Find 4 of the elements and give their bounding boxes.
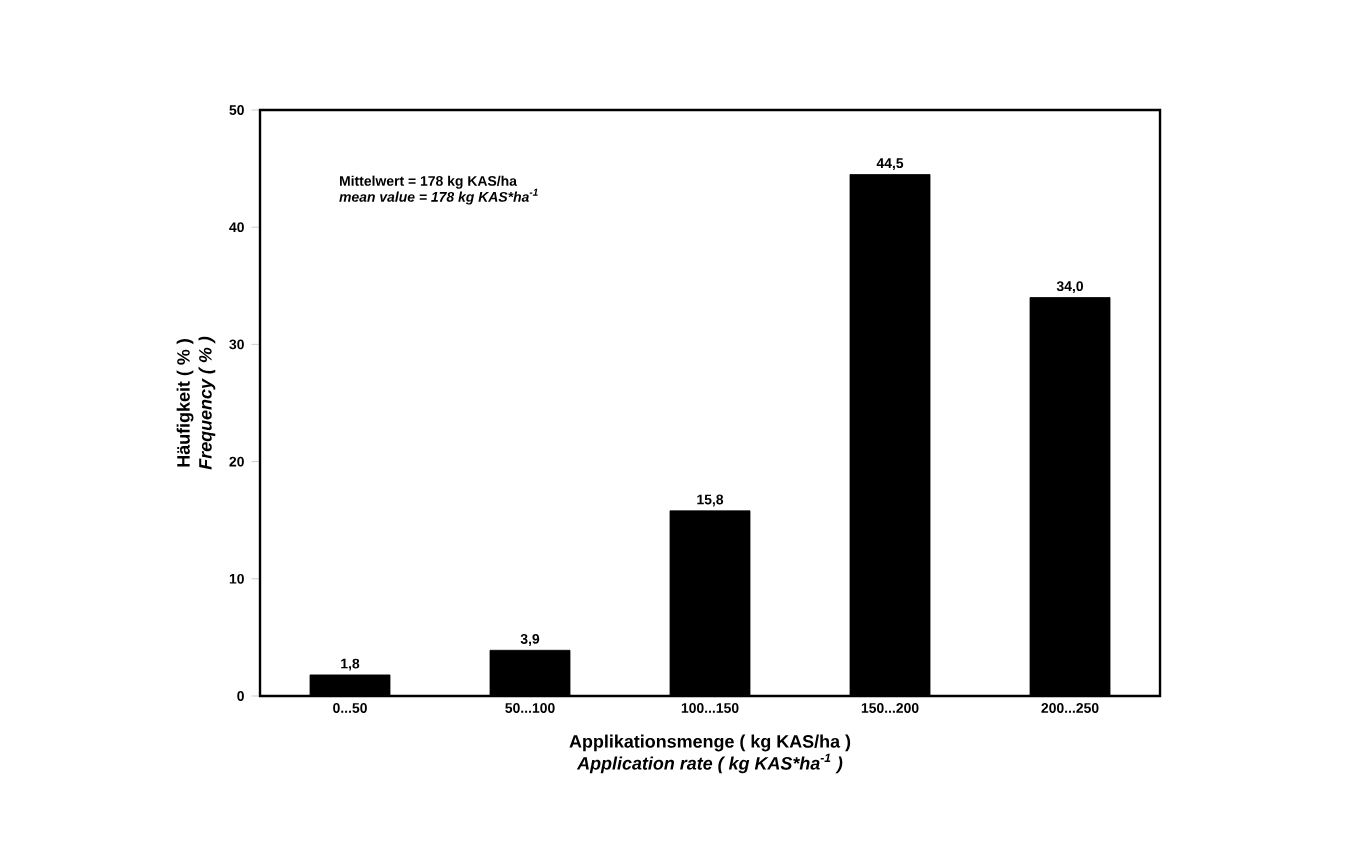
text: Frequency ( % ) [198, 336, 216, 470]
text: Häufigkeit ( % ) [176, 339, 194, 467]
text: Application rate ( kg KAS*ha$^{-1}$ ) [576, 753, 843, 774]
text: Applikationsmenge ( kg KAS/ha ) [569, 734, 851, 752]
